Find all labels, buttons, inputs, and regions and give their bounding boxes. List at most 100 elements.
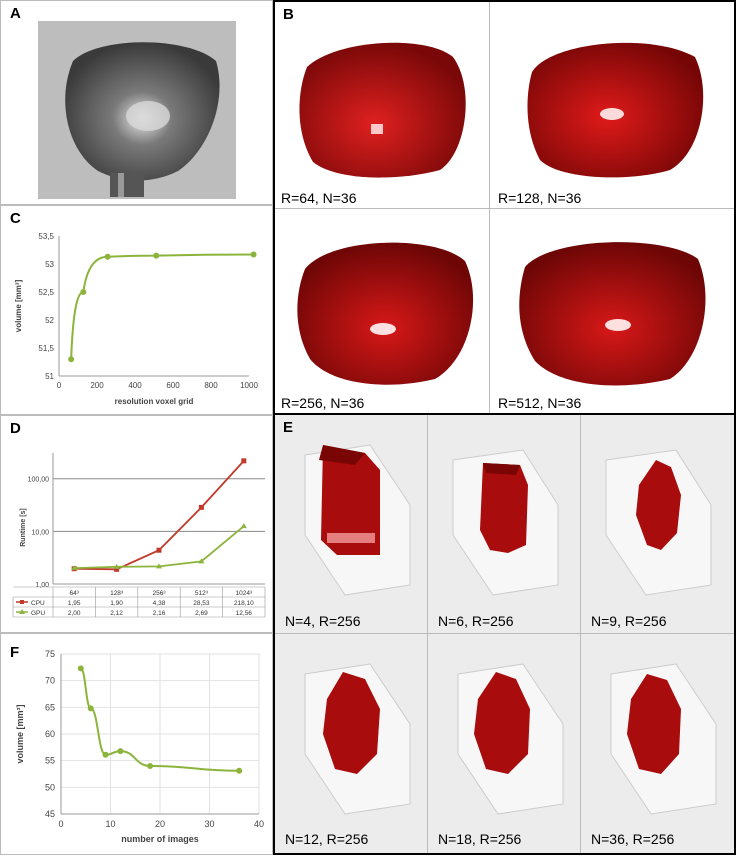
y-tick-label: 65 <box>45 702 55 712</box>
y-axis-label: volume [mm³] <box>15 704 25 763</box>
legend-marker <box>19 609 25 614</box>
y-tick-label: 45 <box>45 809 55 819</box>
panel-b: B R=64, N=36 R=128, N=36 R=256, N=36 R= <box>273 0 736 415</box>
y-tick-label: 51 <box>45 372 54 381</box>
data-point <box>113 563 120 569</box>
caption-n6: N=6, R=256 <box>438 613 514 629</box>
render-r128: R=128, N=36 <box>490 2 734 209</box>
table-value-cell: 218,10 <box>234 600 254 607</box>
y-tick-label: 70 <box>45 676 55 686</box>
y-tick-label: 53 <box>45 260 54 269</box>
reconstruction-n18: N=18, R=256 <box>428 634 581 853</box>
x-tick-label: 20 <box>155 819 165 829</box>
table-value-cell: 1,95 <box>68 600 81 607</box>
panel-label-a: A <box>10 5 21 22</box>
data-point <box>156 563 162 569</box>
table-value-cell: 1,90 <box>110 600 123 607</box>
x-tick-label: 10 <box>105 819 115 829</box>
table-header-cell: 1024³ <box>235 590 252 597</box>
caption-r64: R=64, N=36 <box>281 190 357 206</box>
y-tick-label: 53,5 <box>38 232 54 241</box>
y-tick-label: 52 <box>45 316 54 325</box>
x-tick-label: 200 <box>90 381 104 390</box>
y-tick-label: 60 <box>45 729 55 739</box>
x-tick-label: 600 <box>166 381 180 390</box>
data-point <box>114 566 120 572</box>
caption-n4: N=4, R=256 <box>285 613 361 629</box>
caption-r128: R=128, N=36 <box>498 190 582 206</box>
caption-n12: N=12, R=256 <box>285 831 369 847</box>
x-axis-label: number of images <box>121 834 199 844</box>
panel-d: D 1,00 10,00 100,00 Runtime [s] 64³ 128³ 256³ 5… <box>0 415 273 633</box>
chart-d: 1,00 10,00 100,00 Runtime [s] 64³ 128³ 256³ 512… <box>12 453 266 618</box>
data-point <box>241 458 247 464</box>
reconstruction-plot-icon <box>304 444 411 596</box>
caption-n9: N=9, R=256 <box>591 613 667 629</box>
reconstruction-n6: N=6, R=256 <box>428 415 581 634</box>
reconstruction-n12: N=12, R=256 <box>275 634 428 853</box>
data-point <box>87 705 94 712</box>
voxel-render-icon <box>527 42 704 178</box>
data-point <box>117 748 124 755</box>
y-axis-label: Runtime [s] <box>20 508 27 547</box>
table-header-cell: 64³ <box>69 590 79 597</box>
data-point <box>250 251 257 258</box>
chart-f: 45 50 55 60 65 70 75 0 10 20 30 40 number of images v… <box>15 649 264 844</box>
table-header-cell: 256³ <box>152 590 166 597</box>
y-tick-label: 100,00 <box>28 477 50 484</box>
x-tick-label: 800 <box>204 381 218 390</box>
panel-c: C 51 51,5 52 52,5 53 53,5 0 200 400 600 800 1000 res… <box>0 205 273 415</box>
caption-n36: N=36, R=256 <box>591 831 675 847</box>
series-line-cpu <box>74 460 245 571</box>
table-value-cell: 4,38 <box>153 600 166 607</box>
chart-c: 51 51,5 52 52,5 53 53,5 0 200 400 600 800 1000 resol… <box>14 232 258 406</box>
table-value-cell: 28,53 <box>193 600 210 607</box>
table-value-cell: 2,00 <box>68 610 81 617</box>
x-tick-label: 400 <box>128 381 142 390</box>
data-point <box>198 504 204 510</box>
panel-f: F 45 50 55 60 65 70 75 0 10 20 30 40 number of image… <box>0 633 273 855</box>
table-value-cell: 2,16 <box>153 610 166 617</box>
legend-label: GPU <box>31 610 45 617</box>
table-value-cell: 2,12 <box>110 610 123 617</box>
data-point <box>102 751 109 758</box>
data-point <box>68 356 75 363</box>
reconstruction-n9: N=9, R=256 <box>581 415 734 634</box>
y-axis-label: volume [mm³] <box>14 279 23 332</box>
caption-r256: R=256, N=36 <box>281 395 365 411</box>
x-tick-label: 30 <box>204 819 214 829</box>
render-r512: R=512, N=36 <box>490 209 734 413</box>
panel-label-c: C <box>10 210 21 227</box>
reconstruction-plot-icon <box>605 449 712 596</box>
table-header-cell: 512³ <box>195 590 209 597</box>
table-value-cell: 2,69 <box>195 610 208 617</box>
voxel-render-icon <box>519 242 706 386</box>
data-point <box>198 558 205 564</box>
reconstruction-plot-icon <box>304 663 411 815</box>
data-point <box>236 767 243 774</box>
x-tick-label: 0 <box>57 381 62 390</box>
panel-e: E N=4, R=256 N=6, R=256 N=9, R=256 N=12,… <box>273 415 736 855</box>
reconstruction-plot-icon <box>610 663 717 815</box>
series-line <box>70 253 254 360</box>
data-point <box>147 763 154 769</box>
panel-label-d: D <box>10 420 21 437</box>
x-tick-label: 40 <box>254 819 264 829</box>
y-tick-label: 55 <box>45 756 55 766</box>
voxel-render-icon <box>299 42 466 178</box>
panel-label-e: E <box>283 419 294 436</box>
y-tick-label: 10,00 <box>31 529 49 536</box>
x-tick-label: 0 <box>58 819 63 829</box>
reconstruction-n4: N=4, R=256 <box>275 415 428 634</box>
panel-label-b: B <box>283 6 294 23</box>
panel-label-f: F <box>10 644 20 661</box>
series-line-gpu <box>74 525 245 570</box>
y-tick-label: 51,5 <box>38 344 54 353</box>
data-point <box>153 252 160 259</box>
render-r256: R=256, N=36 <box>275 209 490 413</box>
y-tick-label: 1,00 <box>35 582 49 589</box>
legend-label: CPU <box>31 600 45 607</box>
table-value-cell: 12,56 <box>236 610 253 617</box>
render-r64: R=64, N=36 <box>275 2 490 209</box>
photograph-a <box>38 21 236 199</box>
